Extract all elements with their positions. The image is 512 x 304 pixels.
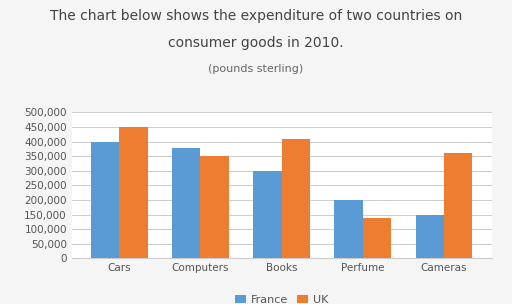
Bar: [200, 156, 229, 258]
Text: (pounds sterling): (pounds sterling): [208, 64, 304, 74]
Text: consumer goods in 2010.: consumer goods in 2010.: [168, 36, 344, 50]
Bar: [444, 153, 473, 258]
Legend: France, UK: France, UK: [231, 290, 332, 304]
Bar: [91, 142, 119, 258]
Text: The chart below shows the expenditure of two countries on: The chart below shows the expenditure of…: [50, 9, 462, 23]
Bar: [172, 147, 200, 258]
Bar: [334, 200, 363, 258]
Bar: [416, 215, 444, 258]
Bar: [363, 218, 391, 258]
Bar: [253, 171, 282, 258]
Bar: [282, 139, 310, 258]
Bar: [119, 127, 147, 258]
